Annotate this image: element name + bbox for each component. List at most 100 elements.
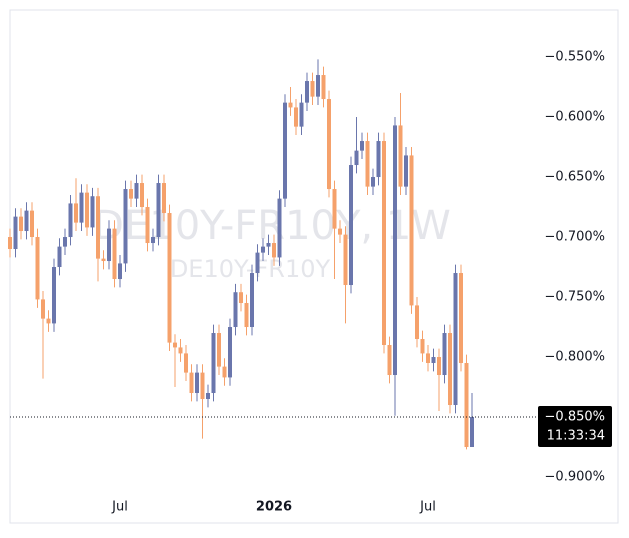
candle-body [129, 189, 133, 199]
candle-body [398, 125, 403, 187]
candle-body [404, 155, 408, 187]
y-tick-label: −0.800% [545, 350, 605, 365]
candle-body [255, 252, 260, 274]
x-tick-label: Jul [419, 500, 436, 515]
candle-body [178, 347, 183, 354]
candle-body [35, 237, 40, 300]
candle-body [96, 196, 100, 259]
candle-body [343, 234, 348, 286]
candle-body [426, 353, 430, 364]
candle-body [195, 372, 199, 394]
y-tick-label: −0.750% [545, 290, 605, 305]
candle-body [68, 203, 73, 238]
candle-body [470, 417, 474, 448]
candle-body [376, 141, 381, 178]
candle-body [189, 372, 194, 394]
candle-body [420, 339, 425, 354]
candle-body [118, 263, 122, 280]
y-tick-label: −0.650% [545, 170, 605, 185]
candle-body [415, 305, 419, 340]
candle-body [354, 150, 359, 166]
candle-body [261, 246, 265, 253]
candle-body [57, 246, 62, 268]
candle-body [233, 292, 238, 328]
candle-body [349, 165, 353, 286]
candle-body [156, 183, 161, 238]
candle-body [112, 228, 117, 280]
candle-body [200, 372, 205, 400]
candle-body [371, 177, 375, 187]
candle-body [173, 342, 177, 348]
candle-body [294, 107, 298, 127]
candle-body [327, 99, 331, 190]
candle-body [453, 273, 458, 406]
candle-body [448, 333, 452, 406]
y-tick-label: −0.700% [545, 230, 605, 245]
candle-body [167, 213, 172, 343]
candle-body [151, 237, 155, 244]
candle-body [74, 203, 78, 223]
candle-body [85, 192, 89, 228]
x-tick-label: 2026 [256, 500, 292, 515]
candle-body [184, 353, 188, 373]
candle-body [442, 333, 447, 376]
candle-body [393, 125, 397, 376]
y-tick-label: −0.550% [545, 50, 605, 65]
candle-body [123, 189, 128, 264]
candle-body [305, 81, 309, 103]
candle-body [90, 196, 95, 228]
candle-body [46, 318, 51, 324]
candle-body [250, 273, 254, 328]
candle-body [206, 393, 210, 400]
candle-body [30, 210, 34, 238]
candle-body [63, 237, 67, 247]
candle-body [41, 299, 45, 319]
candle-body [239, 292, 243, 304]
candle-body [217, 333, 221, 367]
candle-body [277, 198, 282, 258]
candle-body [409, 155, 414, 306]
candle-body [140, 183, 144, 208]
candle-body [387, 345, 392, 376]
candle-body [145, 207, 150, 244]
candle-body [431, 357, 436, 364]
candle-body [338, 228, 342, 235]
candle-body [288, 102, 293, 108]
y-tick-label: −0.900% [545, 470, 605, 485]
x-tick-label: Jul [111, 500, 128, 515]
candle-body [79, 192, 84, 223]
candle-body [283, 102, 287, 199]
candle-body [437, 357, 441, 376]
candle-body [134, 183, 139, 199]
candle-body [19, 216, 23, 232]
candle-body [332, 189, 337, 229]
candle-body [272, 243, 276, 258]
candle-body [321, 75, 326, 100]
candle-body [464, 363, 469, 448]
candle-body [382, 141, 386, 346]
candle-body [107, 228, 111, 262]
candle-body [316, 75, 320, 97]
candle-body [13, 216, 18, 250]
candle-body [310, 81, 315, 97]
candle-body [299, 102, 304, 127]
candle-body [222, 366, 227, 378]
candle-body [52, 267, 56, 324]
candle-body [101, 258, 106, 262]
candle-body [244, 303, 249, 328]
price-box [538, 406, 612, 448]
candle-body [266, 243, 271, 247]
countdown: 11:33:34 [547, 429, 605, 444]
price-label: −0.850% [545, 410, 605, 425]
candle-body [360, 141, 364, 151]
candle-body [459, 273, 463, 364]
candle-body [8, 237, 12, 250]
candle-body [228, 327, 232, 378]
candle-body [211, 333, 216, 394]
candle-body [162, 183, 166, 214]
candle-body [365, 141, 370, 187]
plot-frame [9, 9, 619, 524]
candle-body [24, 210, 29, 232]
y-tick-label: −0.600% [545, 110, 605, 125]
